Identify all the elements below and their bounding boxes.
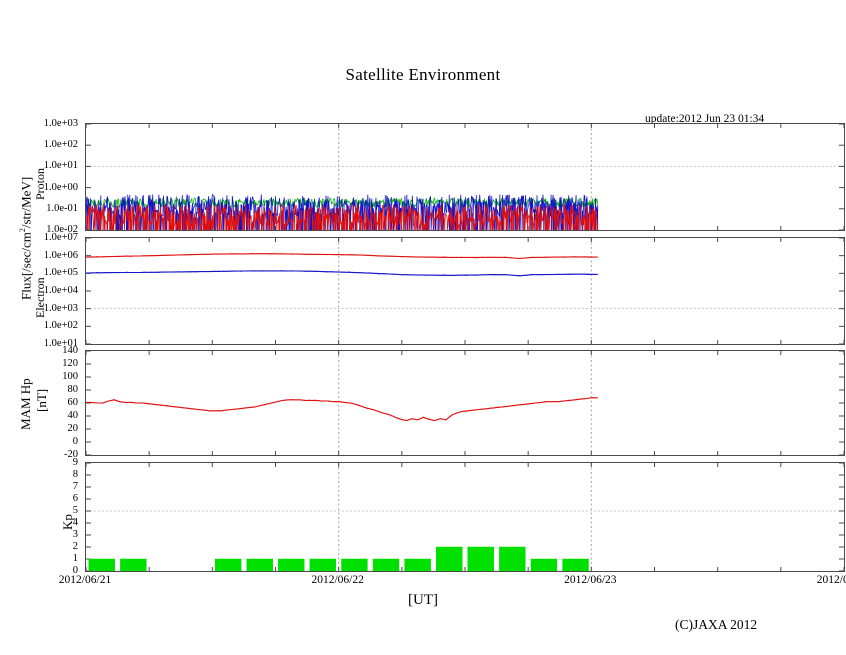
panel-kp-index (85, 462, 845, 572)
y-tick-kp-index-2: 7 (72, 480, 78, 492)
y-tick-electron-flux-3: 1.0e+04 (43, 284, 78, 296)
mam-axis-label: MAM Hp (18, 378, 33, 430)
copyright-notice: (C)JAXA 2012 (675, 617, 758, 632)
panel-mam-hp (85, 350, 845, 456)
y-tick-electron-flux-6: 1.0e+01 (43, 337, 78, 349)
y-tick-proton-flux-5: 1.0e-02 (46, 223, 78, 235)
x-axis-label: [UT] (408, 592, 438, 608)
x-tick-1: 2012/06/22 (311, 574, 364, 586)
y-tick-mam-hp-5: 40 (67, 409, 79, 421)
y-tick-kp-index-1: 8 (72, 468, 78, 480)
y-tick-kp-index-9: 0 (72, 564, 78, 576)
update-timestamp: update:2012 Jun 23 01:34 (645, 113, 765, 125)
y-tick-mam-hp-4: 60 (67, 396, 79, 408)
y-tick-kp-index-6: 3 (72, 528, 78, 540)
y-tick-kp-index-4: 5 (72, 504, 78, 516)
y-tick-mam-hp-3: 80 (67, 383, 79, 395)
y-tick-kp-index-3: 6 (72, 492, 78, 504)
x-tick-0: 2012/06/21 (58, 574, 112, 586)
panel-electron-flux (85, 237, 845, 345)
y-tick-kp-index-0: 9 (72, 456, 78, 468)
x-tick-3: 2012/06/24 (816, 574, 846, 586)
y-tick-proton-flux-1: 1.0e+02 (43, 138, 78, 150)
y-tick-electron-flux-0: 1.0e+07 (43, 231, 78, 243)
y-tick-proton-flux-0: 1.0e+03 (43, 117, 78, 129)
y-tick-mam-hp-1: 120 (62, 357, 78, 369)
y-tick-mam-hp-8: -20 (64, 448, 78, 460)
y-tick-mam-hp-2: 100 (62, 370, 78, 382)
y-tick-mam-hp-7: 0 (72, 435, 78, 447)
y-tick-electron-flux-4: 1.0e+03 (43, 302, 78, 314)
x-tick-2: 2012/06/23 (564, 574, 617, 586)
y-tick-electron-flux-2: 1.0e+05 (43, 267, 78, 279)
y-tick-electron-flux-5: 1.0e+02 (43, 320, 78, 332)
y-tick-kp-index-8: 1 (72, 552, 78, 564)
y-tick-kp-index-7: 2 (72, 540, 78, 552)
page-title: Satellite Environment (345, 65, 501, 84)
y-tick-mam-hp-6: 20 (67, 422, 79, 434)
y-tick-proton-flux-2: 1.0e+01 (43, 160, 78, 172)
y-tick-proton-flux-3: 1.0e+00 (43, 181, 78, 193)
panel-proton-flux (85, 123, 845, 231)
y-tick-electron-flux-1: 1.0e+06 (43, 249, 78, 261)
y-tick-kp-index-5: 4 (72, 516, 78, 528)
flux-axis-label: Flux[/sec/cm2/str/MeV] (18, 176, 34, 300)
mam-unit-label: [nT] (34, 388, 49, 412)
y-tick-proton-flux-4: 1.0e-01 (46, 202, 78, 214)
y-tick-mam-hp-0: 140 (62, 344, 78, 356)
